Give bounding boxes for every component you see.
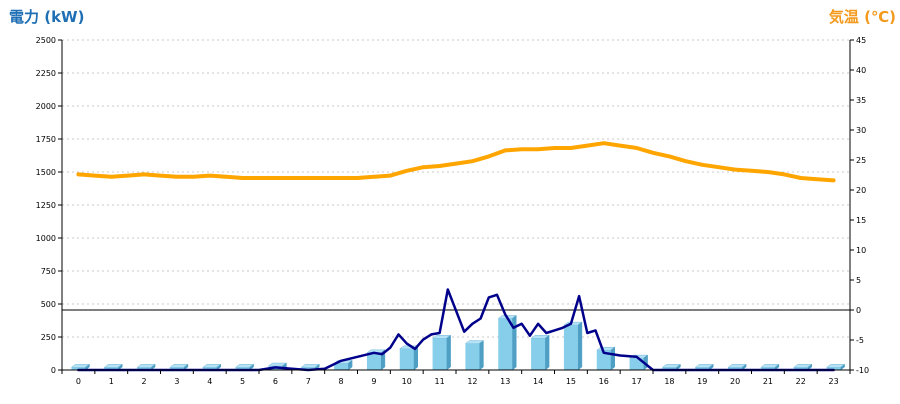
bar xyxy=(826,367,841,370)
x-tick-label: 10 xyxy=(402,377,412,386)
x-tick-label: 1 xyxy=(109,377,114,386)
x-tick-label: 0 xyxy=(76,377,81,386)
right-axis-title: 気温 (℃) xyxy=(829,8,896,26)
bar xyxy=(531,338,546,370)
bar-side xyxy=(577,321,583,371)
x-tick-label: 17 xyxy=(631,377,641,386)
bar xyxy=(169,367,184,370)
bar-side xyxy=(544,334,550,371)
right-tick-label: 25 xyxy=(856,156,866,165)
right-tick-label: 20 xyxy=(856,186,866,195)
bar xyxy=(301,367,316,370)
x-tick-label: 9 xyxy=(371,377,376,386)
bar xyxy=(104,367,119,370)
right-tick-label: 35 xyxy=(856,96,866,105)
right-tick-label: 45 xyxy=(856,36,866,45)
bar xyxy=(137,367,152,370)
tick-labels: 02505007501000125015001750200022502500-1… xyxy=(36,36,869,386)
x-tick-label: 19 xyxy=(697,377,707,386)
x-tick-label: 4 xyxy=(207,377,212,386)
bar-side xyxy=(446,334,451,371)
x-tick-label: 18 xyxy=(664,377,674,386)
bar xyxy=(793,367,808,370)
bar xyxy=(695,367,710,370)
x-tick-label: 16 xyxy=(599,377,609,386)
x-tick-label: 21 xyxy=(763,377,773,386)
bar-side xyxy=(610,346,615,371)
x-tick-label: 23 xyxy=(828,377,838,386)
bar xyxy=(498,318,513,370)
bar xyxy=(465,343,480,370)
bar xyxy=(235,367,250,370)
bar xyxy=(71,367,86,370)
x-tick-label: 11 xyxy=(434,377,444,386)
right-tick-label: 40 xyxy=(856,66,866,75)
bar xyxy=(366,352,381,370)
x-tick-label: 22 xyxy=(796,377,806,386)
x-tick-label: 13 xyxy=(500,377,510,386)
right-tick-label: -5 xyxy=(856,336,864,345)
bar-side xyxy=(512,315,517,371)
grid-lines xyxy=(62,39,850,338)
right-tick-label: 15 xyxy=(856,216,866,225)
left-tick-label: 500 xyxy=(41,300,56,309)
right-tick-label: 10 xyxy=(856,246,866,255)
left-tick-label: 1500 xyxy=(36,168,56,177)
x-tick-label: 15 xyxy=(566,377,576,386)
x-tick-label: 2 xyxy=(142,377,147,386)
axes xyxy=(58,39,854,374)
bar xyxy=(760,367,775,370)
bar xyxy=(629,358,644,370)
bar xyxy=(334,363,349,370)
bar xyxy=(202,367,217,370)
x-tick-label: 20 xyxy=(730,377,740,386)
x-tick-label: 12 xyxy=(467,377,477,386)
right-tick-label: 0 xyxy=(856,306,861,315)
bar xyxy=(399,348,414,370)
left-tick-label: 750 xyxy=(41,267,56,276)
x-tick-label: 8 xyxy=(339,377,344,386)
left-tick-label: 250 xyxy=(41,333,56,342)
bar xyxy=(728,367,743,370)
left-tick-label: 1250 xyxy=(36,201,56,210)
power-line xyxy=(77,288,835,372)
left-tick-label: 2500 xyxy=(36,36,56,45)
left-tick-label: 2250 xyxy=(36,69,56,78)
bar xyxy=(563,325,578,370)
bar xyxy=(596,350,611,370)
left-tick-label: 1750 xyxy=(36,135,56,144)
right-tick-label: 30 xyxy=(856,126,866,135)
power-bars xyxy=(70,315,846,371)
left-tick-label: 0 xyxy=(51,366,56,375)
x-tick-label: 3 xyxy=(174,377,179,386)
series-lines xyxy=(76,141,836,372)
bar xyxy=(432,338,447,370)
left-axis-title: 電力 (kW) xyxy=(9,8,84,26)
left-tick-label: 1000 xyxy=(36,234,56,243)
bar xyxy=(662,367,677,370)
right-tick-label: 5 xyxy=(856,276,861,285)
x-tick-label: 7 xyxy=(306,377,311,386)
left-tick-label: 2000 xyxy=(36,102,56,111)
x-tick-label: 14 xyxy=(533,377,543,386)
bar-side xyxy=(479,340,484,371)
right-tick-label: -10 xyxy=(856,366,869,375)
x-tick-label: 5 xyxy=(240,377,245,386)
temperature-line xyxy=(76,141,836,183)
x-tick-label: 6 xyxy=(273,377,278,386)
